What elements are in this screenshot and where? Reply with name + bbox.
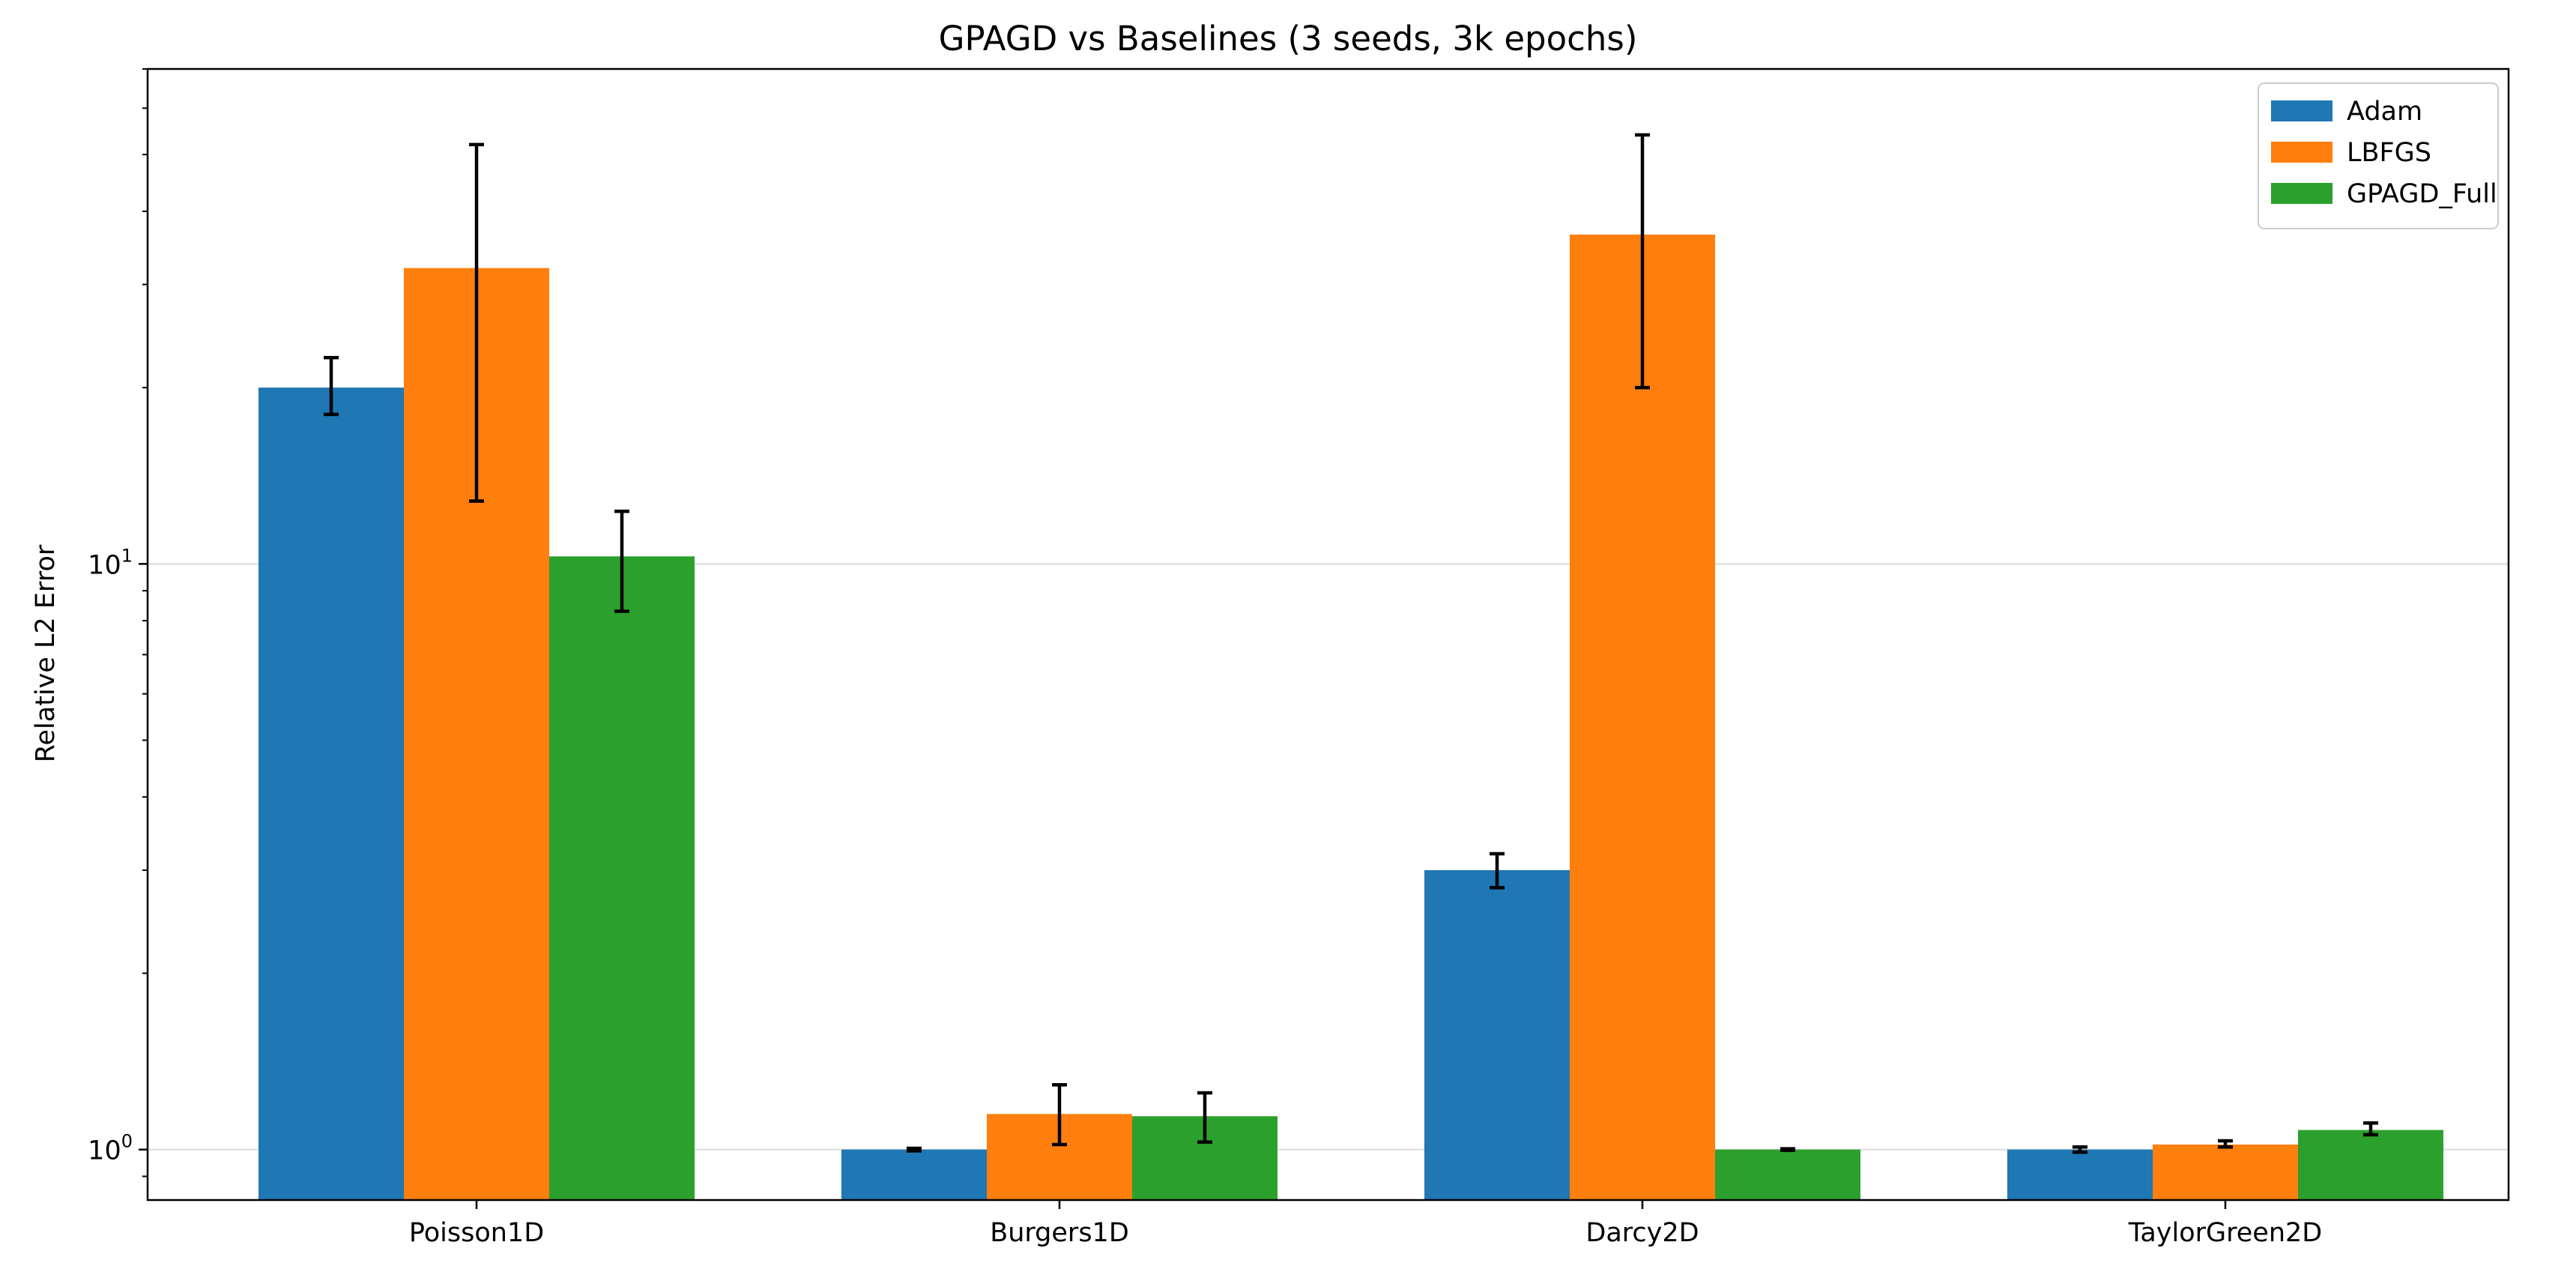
legend-label-lbfgs: LBFGS xyxy=(2347,138,2431,168)
error-bar-adam-darcy2d xyxy=(1490,851,1505,890)
error-bar-gpagd-full-burgers1d xyxy=(1197,1091,1212,1144)
y-tick-label-1: 101 xyxy=(88,545,133,580)
bar-lbfgs-taylorgreen2d xyxy=(2153,1144,2298,1200)
bar-lbfgs-darcy2d xyxy=(1570,234,1715,1200)
bar-adam-burgers1d xyxy=(841,1149,987,1200)
legend-label-adam: Adam xyxy=(2347,97,2422,127)
legend-label-gpagd-full: GPAGD_Full xyxy=(2347,179,2497,209)
axis-ticks: 100 101 Poisson1D Burgers1D Darcy2D TaylorGre… xyxy=(88,68,2322,1248)
x-tick-label-taylorgreen2d: TaylorGreen2D xyxy=(2128,1218,2322,1248)
error-bars xyxy=(324,133,2378,1154)
bars xyxy=(258,234,2443,1201)
error-bar-lbfgs-poisson1d xyxy=(469,142,484,503)
error-bar-lbfgs-burgers1d xyxy=(1052,1083,1067,1147)
legend-swatch-lbfgs xyxy=(2271,142,2332,163)
y-axis-label: Relative L2 Error xyxy=(31,544,61,762)
legend: Adam LBFGS GPAGD_Full xyxy=(2258,82,2499,229)
chart-title: GPAGD vs Baselines (3 seeds, 3k epochs) xyxy=(939,19,1638,58)
error-bar-gpagd-full-darcy2d xyxy=(1780,1147,1795,1152)
error-bar-gpagd-full-poisson1d xyxy=(614,509,629,613)
bar-gpagd-full-darcy2d xyxy=(1715,1149,1860,1200)
error-bar-adam-taylorgreen2d xyxy=(2072,1145,2087,1154)
error-bar-lbfgs-taylorgreen2d xyxy=(2218,1139,2233,1149)
bar-gpagd-full-taylorgreen2d xyxy=(2298,1130,2443,1200)
error-bar-adam-poisson1d xyxy=(324,355,339,417)
x-tick-label-darcy2d: Darcy2D xyxy=(1585,1218,1699,1248)
bar-adam-taylorgreen2d xyxy=(2007,1149,2153,1200)
x-tick-label-poisson1d: Poisson1D xyxy=(409,1218,544,1248)
bar-adam-darcy2d xyxy=(1424,869,1570,1200)
error-bar-gpagd-full-taylorgreen2d xyxy=(2363,1121,2378,1137)
error-bar-lbfgs-darcy2d xyxy=(1635,133,1650,390)
y-tick-label-0: 100 xyxy=(88,1131,133,1166)
error-bar-adam-burgers1d xyxy=(907,1146,922,1153)
plot-frame xyxy=(146,67,2510,1202)
bar-gpagd-full-poisson1d xyxy=(549,556,695,1200)
x-tick-label-burgers1d: Burgers1D xyxy=(990,1218,1129,1248)
legend-swatch-adam xyxy=(2271,100,2332,121)
legend-swatch-gpagd-full xyxy=(2271,183,2332,204)
bar-adam-poisson1d xyxy=(258,388,404,1201)
